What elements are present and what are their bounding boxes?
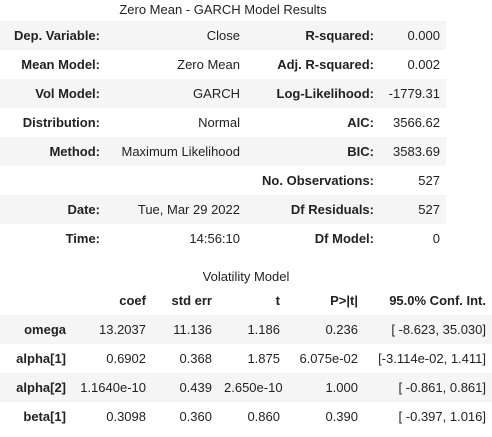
- table-row: Method: Maximum Likelihood BIC: 3583.69: [0, 137, 446, 166]
- volatility-model-title: Volatility Model: [202, 269, 290, 284]
- row-label: Mean Model:: [21, 57, 100, 72]
- row-value: 527: [418, 173, 440, 188]
- coef-cell: 1.1640e-10: [80, 380, 146, 395]
- param-name: omega: [24, 322, 66, 337]
- row-label: [0, 166, 106, 195]
- row-value: 3583.69: [393, 144, 440, 159]
- table-row: alpha[1] 0.6902 0.368 1.875 6.075e-02 [-…: [0, 344, 492, 373]
- table-row: Mean Model: Zero Mean Adj. R-squared: 0.…: [0, 50, 446, 79]
- conf-int-cell: [ -8.623, 35.030]: [391, 322, 486, 337]
- row-value: 14:56:10: [189, 231, 240, 246]
- model-results-title: Zero Mean - GARCH Model Results: [119, 2, 327, 17]
- row-label: No. Observations:: [262, 173, 374, 188]
- row-value: 3566.62: [393, 115, 440, 130]
- p-cell: 1.000: [325, 380, 358, 395]
- row-value: 0.000: [407, 28, 440, 43]
- row-label: Df Residuals:: [290, 202, 374, 217]
- row-label: Vol Model:: [35, 86, 100, 101]
- row-label: Distribution:: [22, 115, 100, 130]
- row-label: Date:: [67, 202, 100, 217]
- volatility-model-table: coef std err t P>|t| 95.0% Conf. Int. om…: [0, 287, 492, 431]
- row-value: Close: [206, 28, 240, 43]
- model-summary-table: Dep. Variable: Close R-squared: 0.000 Me…: [0, 21, 446, 253]
- table-row: Dep. Variable: Close R-squared: 0.000: [0, 21, 446, 50]
- row-value: -1779.31: [388, 86, 440, 101]
- table-header-row: coef std err t P>|t| 95.0% Conf. Int.: [0, 287, 492, 315]
- table-row: Time: 14:56:10 Df Model: 0: [0, 224, 446, 253]
- coef-cell: 0.3098: [106, 409, 146, 424]
- table-row: Distribution: Normal AIC: 3566.62: [0, 108, 446, 137]
- row-label: BIC:: [347, 144, 374, 159]
- table-row: No. Observations: 527: [0, 166, 446, 195]
- row-label: Log-Likelihood:: [276, 86, 374, 101]
- row-value: Tue, Mar 29 2022: [137, 202, 240, 217]
- row-value: Normal: [198, 115, 240, 130]
- row-value: GARCH: [193, 86, 240, 101]
- table-row: beta[1] 0.3098 0.360 0.860 0.390 [ -0.39…: [0, 402, 492, 431]
- p-cell: 6.075e-02: [299, 351, 358, 366]
- coef-cell: 0.6902: [106, 351, 146, 366]
- row-value: Maximum Likelihood: [121, 144, 241, 159]
- row-label: AIC:: [347, 115, 374, 130]
- p-cell: 0.390: [325, 409, 358, 424]
- conf-int-cell: [ -0.861, 0.861]: [398, 380, 486, 395]
- row-value: 0: [432, 231, 440, 246]
- row-label: R-squared:: [305, 28, 374, 43]
- column-header: [0, 287, 72, 315]
- t-cell: 1.186: [247, 322, 280, 337]
- column-header: std err: [171, 293, 212, 308]
- row-label: Df Model:: [314, 231, 374, 246]
- row-value: 527: [418, 202, 440, 217]
- column-header: t: [275, 293, 280, 308]
- row-label: Method:: [49, 144, 100, 159]
- param-name: beta[1]: [23, 409, 66, 424]
- std-err-cell: 0.360: [179, 409, 212, 424]
- row-value: Zero Mean: [177, 57, 240, 72]
- table-row: omega 13.2037 11.136 1.186 0.236 [ -8.62…: [0, 315, 492, 344]
- std-err-cell: 0.368: [179, 351, 212, 366]
- t-cell: 0.860: [247, 409, 280, 424]
- row-value: [106, 166, 246, 195]
- row-label: Time:: [65, 231, 100, 246]
- column-header: 95.0% Conf. Int.: [389, 293, 486, 308]
- coef-cell: 13.2037: [99, 322, 146, 337]
- t-cell: 1.875: [247, 351, 280, 366]
- column-header: P>|t|: [330, 293, 358, 308]
- p-cell: 0.236: [325, 322, 358, 337]
- column-header: coef: [119, 293, 146, 308]
- table-row: Vol Model: GARCH Log-Likelihood: -1779.3…: [0, 79, 446, 108]
- row-value: 0.002: [407, 57, 440, 72]
- param-name: alpha[1]: [16, 351, 66, 366]
- row-label: Dep. Variable:: [14, 28, 100, 43]
- param-name: alpha[2]: [16, 380, 66, 395]
- table-row: Date: Tue, Mar 29 2022 Df Residuals: 527: [0, 195, 446, 224]
- std-err-cell: 0.439: [179, 380, 212, 395]
- row-label: Adj. R-squared:: [277, 57, 374, 72]
- std-err-cell: 11.136: [173, 322, 212, 337]
- t-cell: 2.650e-10: [224, 380, 283, 395]
- conf-int-cell: [-3.114e-02, 1.411]: [378, 351, 486, 366]
- conf-int-cell: [ -0.397, 1.016]: [398, 409, 486, 424]
- table-row: alpha[2] 1.1640e-10 0.439 2.650e-10 1.00…: [0, 373, 492, 402]
